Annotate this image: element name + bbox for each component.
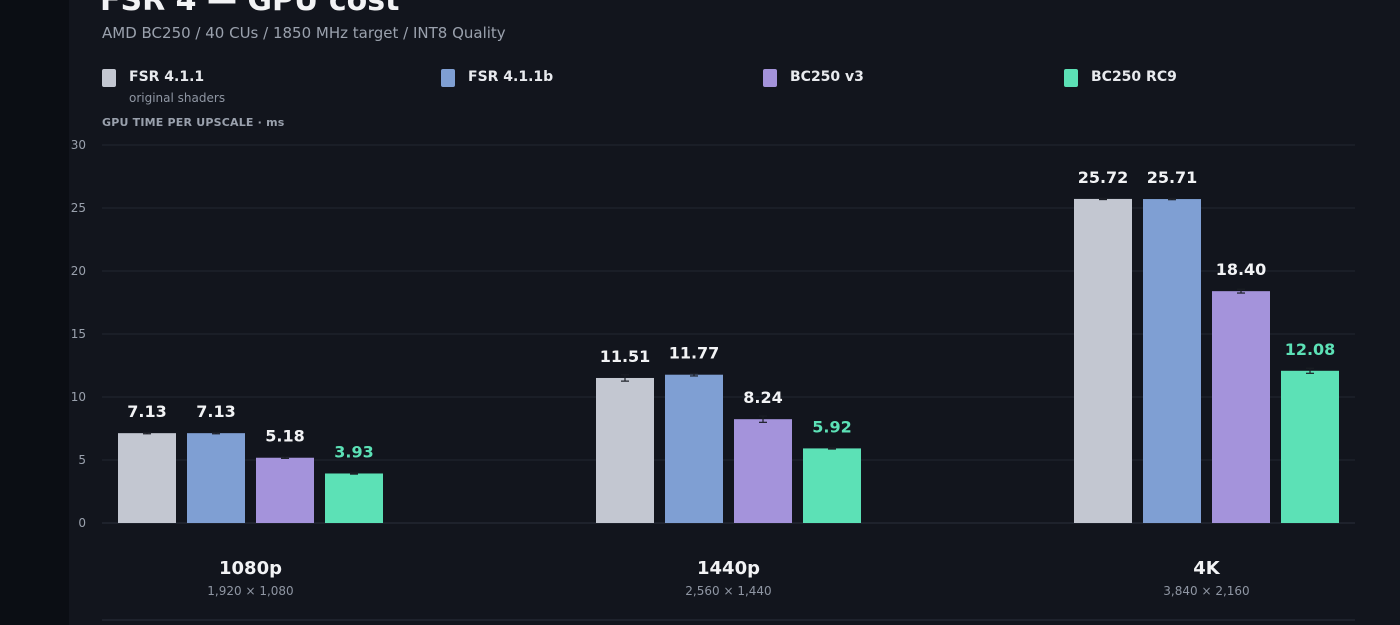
bar	[256, 457, 314, 523]
y-tick-label: 5	[78, 453, 86, 467]
bar-value-label: 5.18	[265, 427, 304, 446]
bar	[803, 448, 861, 523]
bar	[1143, 199, 1201, 523]
bar	[1281, 370, 1339, 523]
bar	[596, 377, 654, 523]
bar-value-label: 5.92	[812, 417, 851, 436]
bar-value-label: 25.72	[1078, 168, 1129, 187]
y-tick-label: 0	[78, 516, 86, 530]
bar-value-label: 8.24	[743, 388, 782, 407]
bar	[118, 433, 176, 523]
page-subtitle: AMD BC250 / 40 CUs / 1850 MHz target / I…	[102, 24, 506, 42]
legend-label: BC250 v3	[790, 69, 864, 85]
legend-swatch	[441, 69, 455, 87]
x-category-label: 1440p	[697, 558, 760, 579]
y-tick-label: 15	[71, 327, 86, 341]
x-category-sublabel: 2,560 × 1,440	[685, 584, 771, 598]
bar-value-label: 3.93	[334, 442, 373, 461]
bar	[187, 433, 245, 523]
bar-value-label: 11.77	[669, 344, 720, 363]
bar	[325, 473, 383, 523]
bar-value-label: 7.13	[196, 402, 235, 421]
legend-label: FSR 4.1.1	[129, 69, 205, 85]
bar-value-label: 12.08	[1285, 340, 1336, 359]
legend-swatch	[102, 69, 116, 87]
page-title: FSR 4 — GPU cost	[100, 0, 400, 18]
y-tick-label: 30	[71, 138, 86, 152]
legend-label: FSR 4.1.1b	[468, 69, 554, 85]
bar-value-label: 18.40	[1216, 260, 1267, 279]
bar	[734, 419, 792, 523]
legend-label: BC250 RC9	[1091, 69, 1177, 85]
x-category-label: 4K	[1193, 558, 1221, 579]
bar	[665, 374, 723, 523]
y-axis-label: GPU TIME PER UPSCALE · ms	[102, 116, 285, 129]
y-tick-label: 10	[71, 390, 86, 404]
bar-value-label: 7.13	[127, 402, 166, 421]
y-tick-label: 25	[71, 201, 86, 215]
legend-swatch	[1064, 69, 1078, 87]
bar	[1074, 198, 1132, 524]
x-category-label: 1080p	[219, 558, 282, 579]
bar-value-label: 25.71	[1147, 168, 1198, 187]
y-tick-label: 20	[71, 264, 86, 278]
x-category-sublabel: 1,920 × 1,080	[207, 584, 293, 598]
bar	[1212, 291, 1270, 523]
legend-swatch	[763, 69, 777, 87]
bar-value-label: 11.51	[600, 347, 651, 366]
legend-note: original shaders	[129, 91, 226, 105]
x-category-sublabel: 3,840 × 2,160	[1163, 584, 1249, 598]
